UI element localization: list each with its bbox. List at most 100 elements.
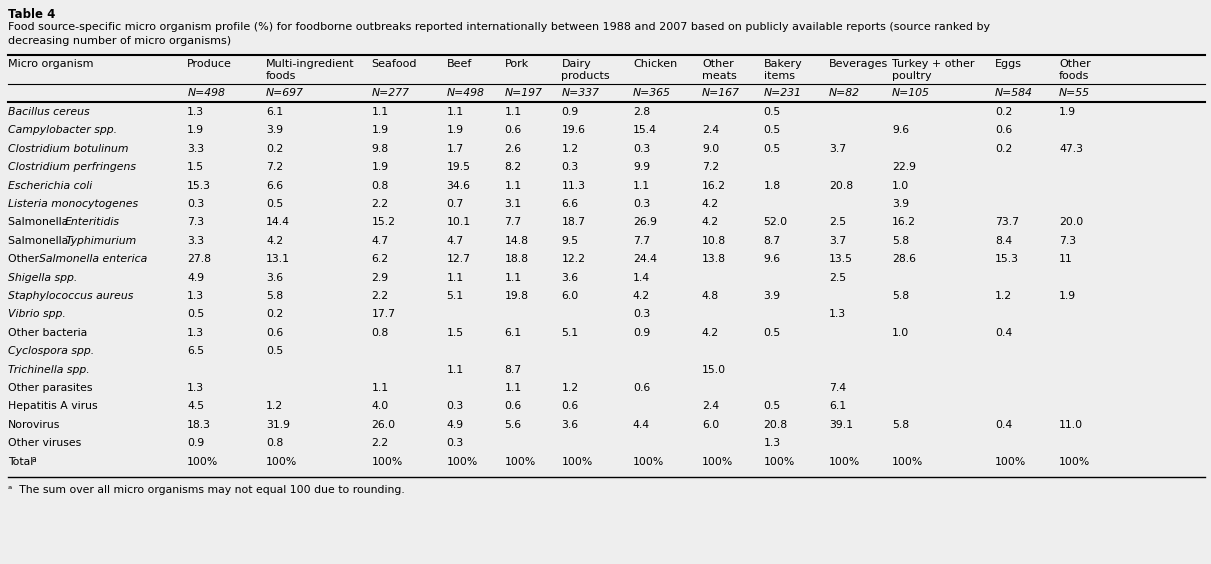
Text: Enteritidis: Enteritidis <box>65 217 120 227</box>
Text: Beverages: Beverages <box>830 59 889 69</box>
Text: Eggs: Eggs <box>995 59 1022 69</box>
Text: 1.2: 1.2 <box>266 402 283 411</box>
Text: 1.9: 1.9 <box>188 125 205 135</box>
Text: 2.5: 2.5 <box>830 217 846 227</box>
Text: 14.8: 14.8 <box>505 236 528 246</box>
Text: 6.6: 6.6 <box>266 180 283 191</box>
Text: 3.9: 3.9 <box>764 291 781 301</box>
Text: 1.2: 1.2 <box>562 383 579 393</box>
Text: 3.3: 3.3 <box>188 236 205 246</box>
Text: 1.8: 1.8 <box>764 180 781 191</box>
Text: N=365: N=365 <box>633 88 671 98</box>
Text: Clostridium perfringens: Clostridium perfringens <box>8 162 136 172</box>
Text: 0.4: 0.4 <box>995 328 1012 338</box>
Text: 1.3: 1.3 <box>188 328 205 338</box>
Text: 3.3: 3.3 <box>188 144 205 154</box>
Text: 0.5: 0.5 <box>188 310 205 319</box>
Text: 0.5: 0.5 <box>266 346 283 356</box>
Text: 1.1: 1.1 <box>447 107 464 117</box>
Text: poultry: poultry <box>893 71 931 81</box>
Text: 0.4: 0.4 <box>995 420 1012 430</box>
Text: Typhimurium: Typhimurium <box>65 236 137 246</box>
Text: 6.1: 6.1 <box>505 328 522 338</box>
Text: 6.0: 6.0 <box>562 291 579 301</box>
Text: 0.3: 0.3 <box>447 438 464 448</box>
Text: 1.4: 1.4 <box>633 272 650 283</box>
Text: Seafood: Seafood <box>372 59 417 69</box>
Text: 15.3: 15.3 <box>188 180 211 191</box>
Text: 16.2: 16.2 <box>702 180 725 191</box>
Text: 3.7: 3.7 <box>830 144 846 154</box>
Text: 15.3: 15.3 <box>995 254 1018 264</box>
Text: 13.8: 13.8 <box>702 254 725 264</box>
Text: 8.7: 8.7 <box>505 364 522 374</box>
Text: foods: foods <box>1060 71 1090 81</box>
Text: 14.4: 14.4 <box>266 217 289 227</box>
Text: Other: Other <box>1060 59 1091 69</box>
Text: 39.1: 39.1 <box>830 420 853 430</box>
Text: 8.4: 8.4 <box>995 236 1012 246</box>
Text: 12.7: 12.7 <box>447 254 470 264</box>
Text: 1.1: 1.1 <box>372 107 389 117</box>
Text: 3.9: 3.9 <box>893 199 909 209</box>
Text: 26.0: 26.0 <box>372 420 396 430</box>
Text: Bakery: Bakery <box>764 59 803 69</box>
Text: 0.6: 0.6 <box>995 125 1012 135</box>
Text: 7.3: 7.3 <box>188 217 205 227</box>
Text: 1.9: 1.9 <box>372 162 389 172</box>
Text: 1.3: 1.3 <box>188 107 205 117</box>
Text: N=55: N=55 <box>1060 88 1090 98</box>
Text: 1.5: 1.5 <box>188 162 205 172</box>
Text: 26.9: 26.9 <box>633 217 656 227</box>
Text: 1.0: 1.0 <box>893 328 909 338</box>
Text: 0.3: 0.3 <box>633 199 650 209</box>
Text: 9.8: 9.8 <box>372 144 389 154</box>
Text: 0.8: 0.8 <box>372 180 389 191</box>
Text: 4.2: 4.2 <box>702 217 719 227</box>
Text: 3.6: 3.6 <box>266 272 283 283</box>
Text: 16.2: 16.2 <box>893 217 916 227</box>
Text: 1.1: 1.1 <box>505 272 522 283</box>
Text: 1.3: 1.3 <box>188 291 205 301</box>
Text: 0.8: 0.8 <box>372 328 389 338</box>
Text: Other viruses: Other viruses <box>8 438 81 448</box>
Text: 5.8: 5.8 <box>893 236 909 246</box>
Text: 0.6: 0.6 <box>562 402 579 411</box>
Text: ᵃ  The sum over all micro organisms may not equal 100 due to rounding.: ᵃ The sum over all micro organisms may n… <box>8 485 404 495</box>
Text: 15.2: 15.2 <box>372 217 395 227</box>
Text: 4.9: 4.9 <box>447 420 464 430</box>
Text: 100%: 100% <box>372 457 402 466</box>
Text: 3.9: 3.9 <box>266 125 283 135</box>
Text: 5.6: 5.6 <box>505 420 522 430</box>
Text: Food source-specific micro organism profile (%) for foodborne outbreaks reported: Food source-specific micro organism prof… <box>8 22 991 32</box>
Text: Micro organism: Micro organism <box>8 59 93 69</box>
Text: N=337: N=337 <box>562 88 599 98</box>
Text: 11.3: 11.3 <box>562 180 585 191</box>
Text: 5.1: 5.1 <box>562 328 579 338</box>
Text: N=167: N=167 <box>702 88 740 98</box>
Text: 7.7: 7.7 <box>505 217 522 227</box>
Text: Other parasites: Other parasites <box>8 383 92 393</box>
Text: 4.2: 4.2 <box>633 291 650 301</box>
Text: N=105: N=105 <box>893 88 930 98</box>
Text: N=697: N=697 <box>266 88 304 98</box>
Text: 20.0: 20.0 <box>1060 217 1084 227</box>
Text: 2.4: 2.4 <box>702 402 719 411</box>
Text: 0.8: 0.8 <box>266 438 283 448</box>
Text: 100%: 100% <box>505 457 535 466</box>
Text: 5.1: 5.1 <box>447 291 464 301</box>
Text: 20.8: 20.8 <box>764 420 788 430</box>
Text: Table 4: Table 4 <box>8 8 56 21</box>
Text: 0.6: 0.6 <box>633 383 650 393</box>
Text: 0.2: 0.2 <box>995 107 1012 117</box>
Text: 0.3: 0.3 <box>188 199 205 209</box>
Text: 18.8: 18.8 <box>505 254 528 264</box>
Text: 28.6: 28.6 <box>893 254 916 264</box>
Text: 4.7: 4.7 <box>372 236 389 246</box>
Text: 0.3: 0.3 <box>633 310 650 319</box>
Text: 9.9: 9.9 <box>633 162 650 172</box>
Text: 6.1: 6.1 <box>830 402 846 411</box>
Text: 3.1: 3.1 <box>505 199 522 209</box>
Text: Beef: Beef <box>447 59 472 69</box>
Text: 1.2: 1.2 <box>995 291 1012 301</box>
